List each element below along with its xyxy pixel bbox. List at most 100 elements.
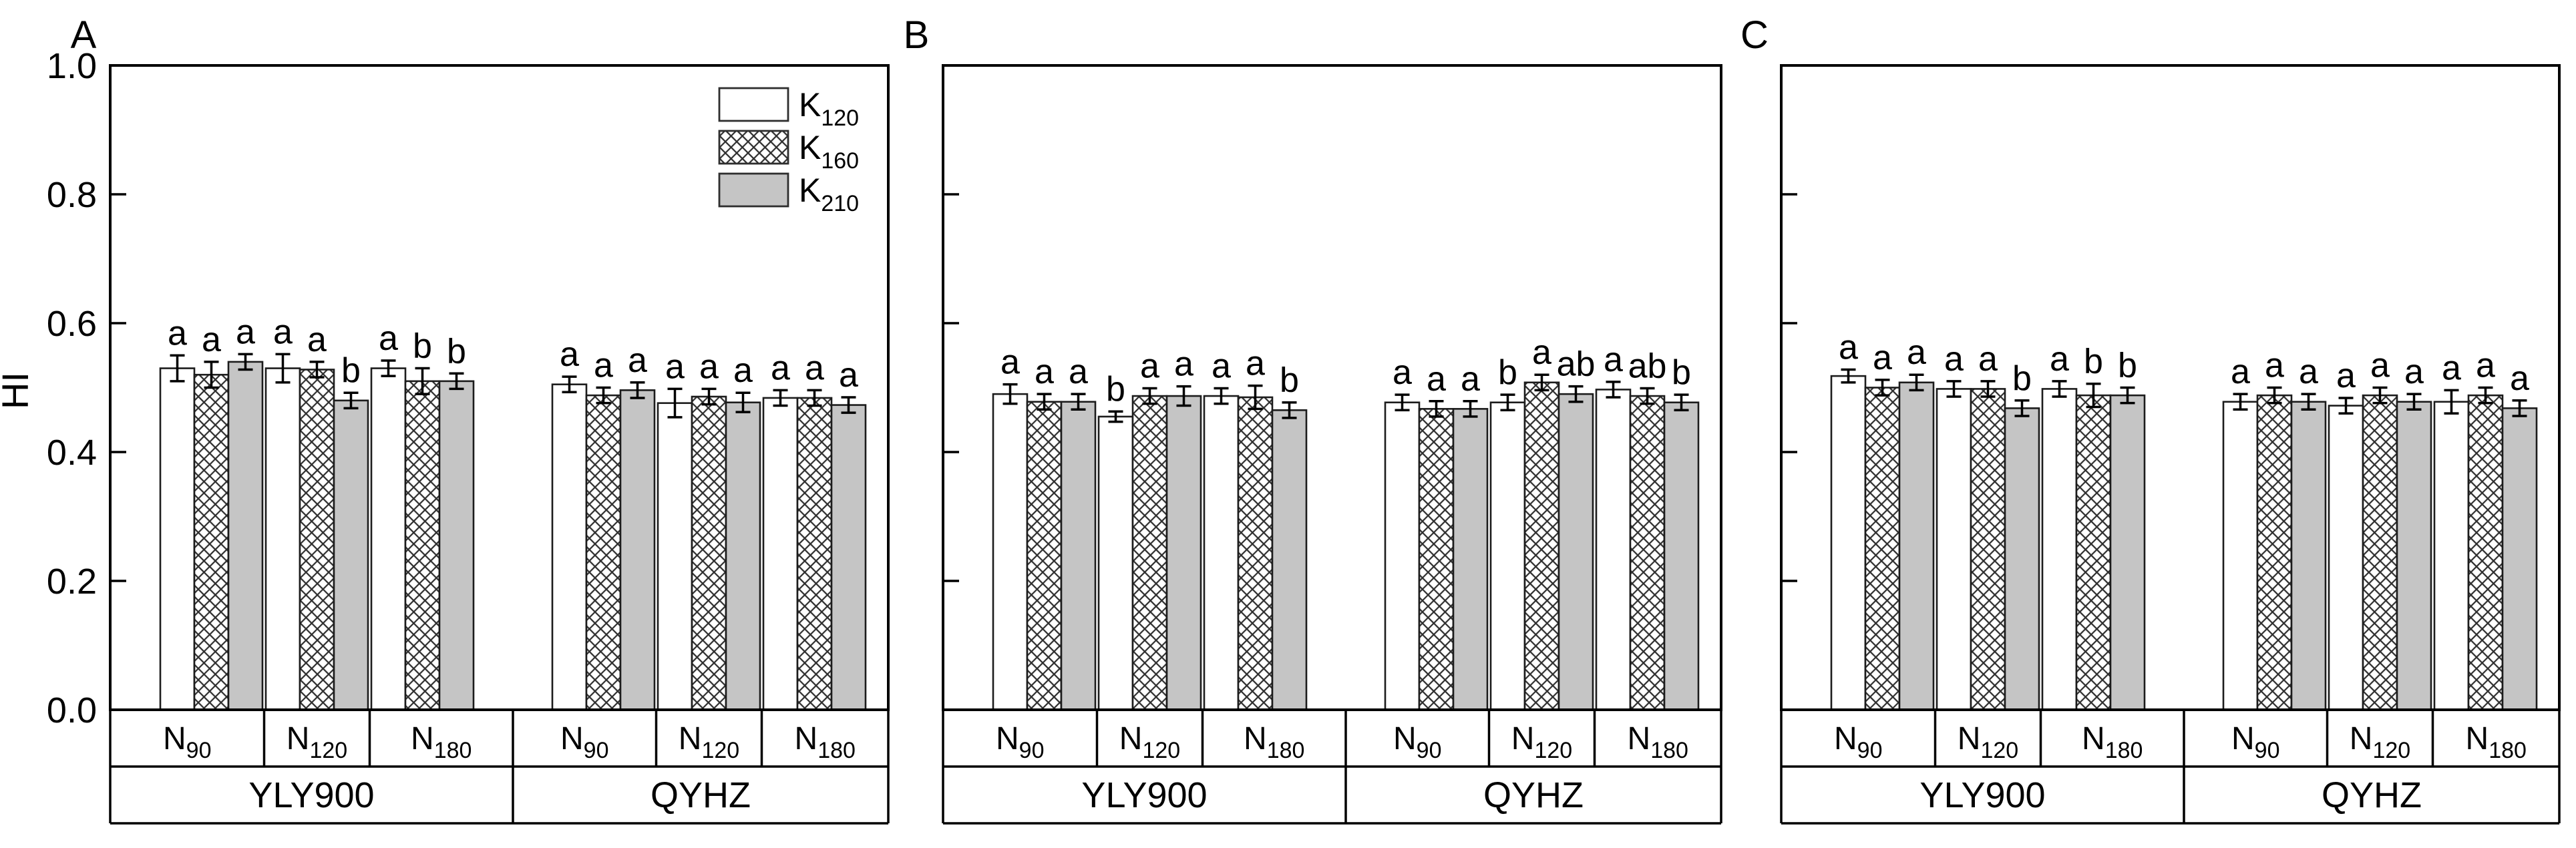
error-bar [1429,400,1444,418]
bar-K210-N90-YLY900 [1898,381,1935,711]
bar-K210-N180-YLY900 [2109,394,2146,711]
bar-K210-N90-QYHZ [619,389,656,711]
n-level-label: N90 [996,721,1045,763]
bar-K160-N180-YLY900 [404,380,441,711]
sig-letter: a [168,314,187,353]
bar-K120-N120-QYHZ [1489,401,1526,711]
sig-letter: a [594,347,613,385]
category-bands [942,710,1722,825]
error-bar [2267,386,2282,405]
n-level-label: N180 [1244,721,1304,763]
error-bar [1248,384,1263,411]
y-tick-label: 0.2 [47,562,97,602]
sig-letter: a [1907,333,1926,372]
error-bar [1395,393,1410,412]
sig-letter: a [1944,340,1964,379]
sig-letter: a [1246,345,1265,383]
bar-K120-N180-YLY900 [1203,395,1240,711]
error-bar [630,381,645,399]
bar-K160-N180-QYHZ [1629,395,1666,711]
bar-K120-N180-YLY900 [370,367,407,711]
cultivar-label: QYHZ [651,775,751,815]
n-level-label: N90 [560,721,609,763]
bar-K120-N90-YLY900 [159,367,196,711]
sig-letter: a [2510,359,2529,398]
sig-letter: a [1873,339,1892,377]
error-bar [2338,397,2354,415]
sig-letter: b [341,351,361,390]
sig-letter: a [1174,345,1193,384]
category-bands [109,710,890,825]
n-level-label: N120 [1958,721,2018,763]
sig-letter: a [1140,347,1159,385]
error-bar [2233,393,2248,411]
legend-label-K210: K210 [799,172,859,216]
error-bar [1071,393,1086,411]
legend-swatch-K160 [718,130,789,165]
bar-K210-N90-YLY900 [1060,401,1097,711]
error-bar [1037,393,1052,411]
bar-K120-N180-QYHZ [1595,389,1632,711]
n-level-label: N90 [163,721,212,763]
bar-K120-N90-QYHZ [1384,401,1421,711]
error-bar [2052,380,2067,398]
bar-K210-N120-QYHZ [2396,401,2432,711]
plot-box [109,64,890,711]
bar-K210-N90-QYHZ [2290,401,2327,711]
plot-box [1780,64,2561,711]
sig-letter: a [1532,333,1551,372]
error-bar [701,387,717,406]
bar-K160-N180-QYHZ [796,397,833,711]
n-level-label: N120 [679,721,739,763]
y-tick-label: 0.8 [47,175,97,215]
error-bar [1282,401,1297,419]
n-level-label: N180 [795,721,856,763]
error-bar [1568,385,1584,403]
error-bar [1142,387,1157,405]
sig-letter: a [1212,347,1231,385]
error-bar [343,391,359,410]
sig-letter: a [2370,347,2390,385]
bar-K120-N120-YLY900 [1936,388,1972,711]
bar-K210-N180-QYHZ [1663,401,1700,711]
bar-K120-N120-QYHZ [657,402,693,711]
y-tick-label: 0.6 [47,304,97,344]
bar-K210-N120-QYHZ [725,401,761,711]
bar-K160-N90-QYHZ [2256,394,2293,711]
bar-K160-N90-YLY900 [193,373,230,711]
error-bar [807,389,822,407]
sig-letter: b [1280,361,1299,400]
plot-box [942,64,1722,711]
sig-letter: a [733,351,753,390]
cultivar-label: QYHZ [2322,775,2422,815]
n-level-label: N180 [411,721,472,763]
error-bar [309,361,325,379]
sig-letter: a [2265,347,2284,385]
error-bar [1214,387,1229,405]
bar-K210-N120-YLY900 [333,399,369,711]
sig-letter: a [1461,360,1480,399]
sig-letter: a [307,321,327,359]
sig-letter: b [1106,370,1125,409]
bar-K120-N120-YLY900 [264,367,301,711]
sig-letter: b [2084,343,2103,381]
bar-K120-N90-QYHZ [2222,401,2259,711]
bar-K160-N120-YLY900 [1970,388,2006,711]
legend-label-K120: K120 [799,86,859,131]
cultivar-label: YLY900 [1919,775,2045,815]
n-level-label: N90 [2231,721,2280,763]
error-bar [667,387,683,419]
sig-letter: a [560,335,579,374]
bar-K120-N90-YLY900 [1830,375,1867,711]
n-level-label: N180 [1628,721,1688,763]
sig-letter: ab [1628,347,1667,385]
sig-letter: b [447,332,466,371]
bar-K160-N180-YLY900 [1237,396,1274,711]
sig-letter: a [1069,353,1088,391]
error-bar [170,354,185,383]
error-bar [1500,393,1515,412]
bar-K210-N180-QYHZ [2501,407,2538,711]
error-bar [1463,400,1478,418]
